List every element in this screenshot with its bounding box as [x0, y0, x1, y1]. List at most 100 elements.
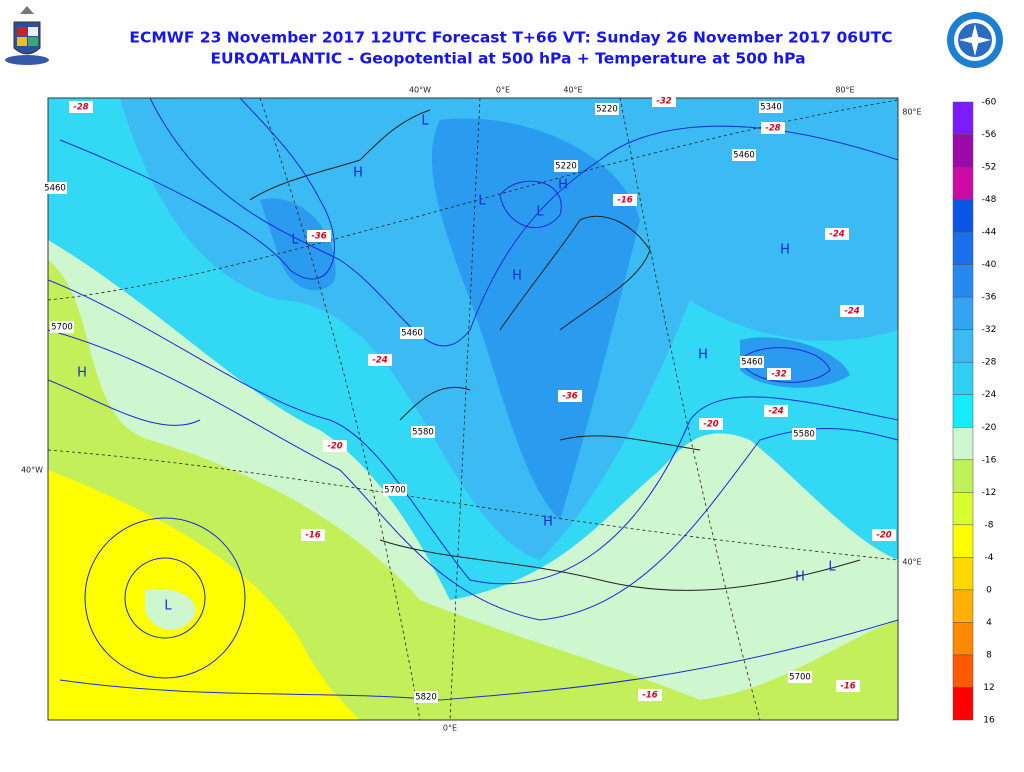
- grid-label: 0°E: [496, 86, 510, 95]
- legend-label: 12: [983, 683, 994, 693]
- pressure-center: H: [77, 366, 87, 381]
- pressure-center: L: [421, 114, 429, 129]
- temperature-label: -32: [656, 97, 671, 107]
- temperature-label-group: -28: [761, 122, 785, 134]
- height-label-bg: [788, 671, 812, 683]
- temperature-label: -32: [771, 370, 786, 380]
- temperature-label: -16: [305, 531, 320, 541]
- height-label: 5460: [733, 151, 755, 161]
- temperature-label: -24: [829, 230, 844, 240]
- temperature-label-group: -28: [69, 101, 93, 113]
- legend-swatch: [952, 524, 974, 558]
- grid-label: 40°W: [21, 466, 43, 475]
- legend-label: -36: [982, 293, 997, 303]
- legend-swatch: [952, 589, 974, 623]
- temperature-label-bg: [323, 440, 347, 452]
- height-label-bg: [732, 149, 756, 161]
- temperature-label: -20: [703, 420, 718, 430]
- height-label-bg: [740, 356, 764, 368]
- temperature-label-group: -20: [699, 418, 723, 430]
- height-label: 5820: [415, 693, 437, 703]
- temperature-label-bg: [558, 390, 582, 402]
- height-label-group: 5460: [43, 182, 67, 194]
- temperature-label-group: -24: [764, 405, 788, 417]
- grid-label: 80°E: [835, 86, 854, 95]
- legend-swatch: [952, 134, 974, 168]
- legend-label: -8: [985, 520, 994, 530]
- map: [48, 98, 898, 720]
- height-label: 5700: [789, 673, 811, 683]
- grid-label: 80°E: [902, 108, 921, 117]
- height-label-bg: [400, 327, 424, 339]
- legend-label: -28: [982, 358, 997, 368]
- pressure-center: L: [291, 233, 299, 248]
- legend-label: -32: [982, 325, 997, 335]
- legend-swatch: [952, 329, 974, 363]
- height-label-group: 5220: [595, 103, 619, 115]
- height-label-group: 5700: [50, 321, 74, 333]
- height-label-group: 5460: [400, 327, 424, 339]
- right-logo: [947, 12, 1003, 68]
- grid-label: 40°E: [902, 558, 921, 567]
- legend-label: 8: [986, 650, 992, 660]
- temperature-label: -24: [844, 307, 859, 317]
- height-label: 5460: [44, 184, 66, 194]
- pressure-center: L: [828, 560, 836, 575]
- temperature-label-bg: [767, 368, 791, 380]
- temperature-label-bg: [699, 418, 723, 430]
- temperature-label: -20: [327, 442, 342, 452]
- legend-swatch: [952, 427, 974, 461]
- legend-label: 16: [983, 716, 995, 726]
- legend-swatch: [952, 622, 974, 656]
- grid-label: 0°E: [443, 724, 457, 733]
- temperature-label: -16: [617, 196, 632, 206]
- temperature-label: -24: [372, 356, 387, 366]
- height-label-bg: [43, 182, 67, 194]
- height-label-bg: [383, 484, 407, 496]
- temperature-label-bg: [69, 101, 93, 113]
- temperature-label-group: -20: [872, 529, 896, 541]
- height-label: 5700: [384, 486, 406, 496]
- legend-label: -52: [982, 163, 997, 173]
- legend-swatch: [952, 687, 974, 721]
- temperature-label-bg: [840, 305, 864, 317]
- legend-label: -20: [982, 423, 997, 433]
- legend-swatch: [952, 557, 974, 591]
- temperature-label-bg: [872, 529, 896, 541]
- legend-swatch: [952, 654, 974, 688]
- height-label-bg: [554, 160, 578, 172]
- color-legend: -60-56-52-48-44-40-36-32-28-24-20-16-12-…: [952, 98, 997, 726]
- temperature-label-bg: [825, 228, 849, 240]
- map-labels: 40°W 0°E 40°E 80°E80°E40°E40°W0°EHHLLHHLHLH…: [21, 86, 922, 733]
- legend-swatch: [952, 101, 974, 135]
- temperature-label-group: -24: [368, 354, 392, 366]
- height-label-group: 5460: [740, 356, 764, 368]
- height-label-bg: [50, 321, 74, 333]
- height-label-bg: [411, 426, 435, 438]
- height-label: 5220: [555, 162, 577, 172]
- height-label: 5580: [793, 430, 815, 440]
- temperature-label: -16: [840, 682, 855, 692]
- legend-label: -48: [982, 195, 997, 205]
- height-label: 5460: [741, 358, 763, 368]
- left-logo: [5, 6, 49, 65]
- title: ECMWF 23 November 2017 12UTC Forecast T+…: [129, 29, 892, 47]
- map-frame: [47, 97, 899, 721]
- height-label-group: 5460: [732, 149, 756, 161]
- height-label-group: 5220: [554, 160, 578, 172]
- height-label: 5460: [401, 329, 423, 339]
- legend-swatch: [952, 492, 974, 526]
- pressure-center: H: [780, 243, 790, 258]
- pressure-center: H: [353, 166, 363, 181]
- legend-label: -12: [982, 488, 997, 498]
- height-label-bg: [414, 691, 438, 703]
- legend-swatch: [952, 296, 974, 330]
- pressure-center: H: [795, 570, 805, 585]
- legend-label: -44: [982, 228, 997, 238]
- temperature-label-bg: [764, 405, 788, 417]
- legend-swatch: [952, 361, 974, 395]
- subtitle: EUROATLANTIC - Geopotential at 500 hPa +…: [210, 50, 805, 68]
- temperature-label-group: -20: [323, 440, 347, 452]
- temperature-label: -36: [562, 392, 577, 402]
